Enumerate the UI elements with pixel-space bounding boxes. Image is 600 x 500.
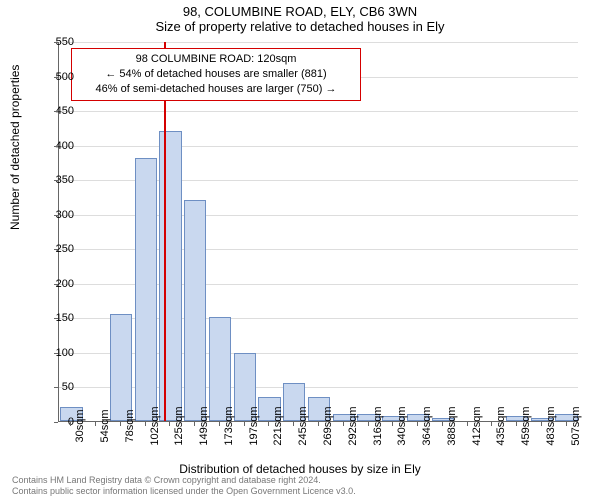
x-tick-label: 149sqm — [198, 406, 210, 445]
y-tick-label: 450 — [46, 105, 74, 117]
x-tick — [392, 422, 393, 426]
x-tick-label: 78sqm — [124, 409, 136, 442]
x-tick — [70, 422, 71, 426]
histogram-bar — [159, 131, 181, 421]
annotation-callout: 98 COLUMBINE ROAD: 120sqm← 54% of detach… — [71, 48, 361, 101]
x-tick-label: 173sqm — [223, 406, 235, 445]
x-tick-label: 125sqm — [173, 406, 185, 445]
x-tick — [268, 422, 269, 426]
y-tick — [54, 387, 58, 388]
y-tick-label: 550 — [46, 36, 74, 48]
y-tick-label: 500 — [46, 71, 74, 83]
x-tick — [541, 422, 542, 426]
x-tick-label: 221sqm — [272, 406, 284, 445]
y-tick-label: 150 — [46, 312, 74, 324]
x-tick-label: 507sqm — [570, 406, 582, 445]
x-tick — [120, 422, 121, 426]
x-tick — [219, 422, 220, 426]
y-tick — [54, 180, 58, 181]
x-tick-label: 102sqm — [149, 406, 161, 445]
x-tick — [145, 422, 146, 426]
x-tick-label: 483sqm — [545, 406, 557, 445]
histogram-bar — [135, 158, 157, 421]
footer-line-1: Contains HM Land Registry data © Crown c… — [12, 475, 356, 486]
x-tick-label: 435sqm — [495, 406, 507, 445]
x-tick — [516, 422, 517, 426]
x-tick — [343, 422, 344, 426]
y-tick — [54, 318, 58, 319]
footer-line-2: Contains public sector information licen… — [12, 486, 356, 497]
y-tick-label: 50 — [46, 381, 74, 393]
x-tick — [566, 422, 567, 426]
y-axis-label: Number of detached properties — [8, 65, 22, 230]
annotation-line: 46% of semi-detached houses are larger (… — [78, 82, 354, 97]
y-tick — [54, 42, 58, 43]
x-tick-label: 388sqm — [446, 406, 458, 445]
x-tick-label: 245sqm — [297, 406, 309, 445]
y-tick-label: 100 — [46, 347, 74, 359]
page-title: 98, COLUMBINE ROAD, ELY, CB6 3WN — [0, 0, 600, 19]
x-tick — [244, 422, 245, 426]
x-tick — [417, 422, 418, 426]
x-tick — [169, 422, 170, 426]
y-tick — [54, 422, 58, 423]
x-tick-label: 292sqm — [347, 406, 359, 445]
grid-line — [59, 42, 578, 43]
x-tick-label: 316sqm — [372, 406, 384, 445]
x-tick-label: 412sqm — [471, 406, 483, 445]
chart-plot-area: 98 COLUMBINE ROAD: 120sqm← 54% of detach… — [58, 42, 578, 422]
footer-attribution: Contains HM Land Registry data © Crown c… — [12, 475, 356, 497]
histogram-bar — [110, 314, 132, 421]
y-tick — [54, 249, 58, 250]
x-tick — [194, 422, 195, 426]
x-tick — [467, 422, 468, 426]
y-tick — [54, 146, 58, 147]
x-tick — [442, 422, 443, 426]
y-tick — [54, 111, 58, 112]
x-tick — [95, 422, 96, 426]
x-tick-label: 54sqm — [99, 409, 111, 442]
y-tick-label: 400 — [46, 140, 74, 152]
x-axis-label: Distribution of detached houses by size … — [0, 462, 600, 476]
x-tick — [491, 422, 492, 426]
x-tick-label: 340sqm — [396, 406, 408, 445]
x-tick — [293, 422, 294, 426]
chart-subtitle: Size of property relative to detached ho… — [0, 19, 600, 36]
y-tick-label: 300 — [46, 209, 74, 221]
grid-line — [59, 111, 578, 112]
x-tick-label: 269sqm — [322, 406, 334, 445]
x-tick-label: 197sqm — [248, 406, 260, 445]
x-tick-label: 364sqm — [421, 406, 433, 445]
annotation-line: ← 54% of detached houses are smaller (88… — [78, 67, 354, 82]
x-tick-label: 459sqm — [520, 406, 532, 445]
y-tick — [54, 77, 58, 78]
annotation-line: 98 COLUMBINE ROAD: 120sqm — [78, 52, 354, 67]
y-tick — [54, 215, 58, 216]
y-tick-label: 200 — [46, 278, 74, 290]
x-tick-label: 30sqm — [74, 409, 86, 442]
histogram-bar — [184, 200, 206, 421]
y-tick-label: 250 — [46, 243, 74, 255]
y-tick — [54, 353, 58, 354]
x-tick — [368, 422, 369, 426]
x-tick — [318, 422, 319, 426]
y-tick — [54, 284, 58, 285]
y-tick-label: 350 — [46, 174, 74, 186]
grid-line — [59, 146, 578, 147]
